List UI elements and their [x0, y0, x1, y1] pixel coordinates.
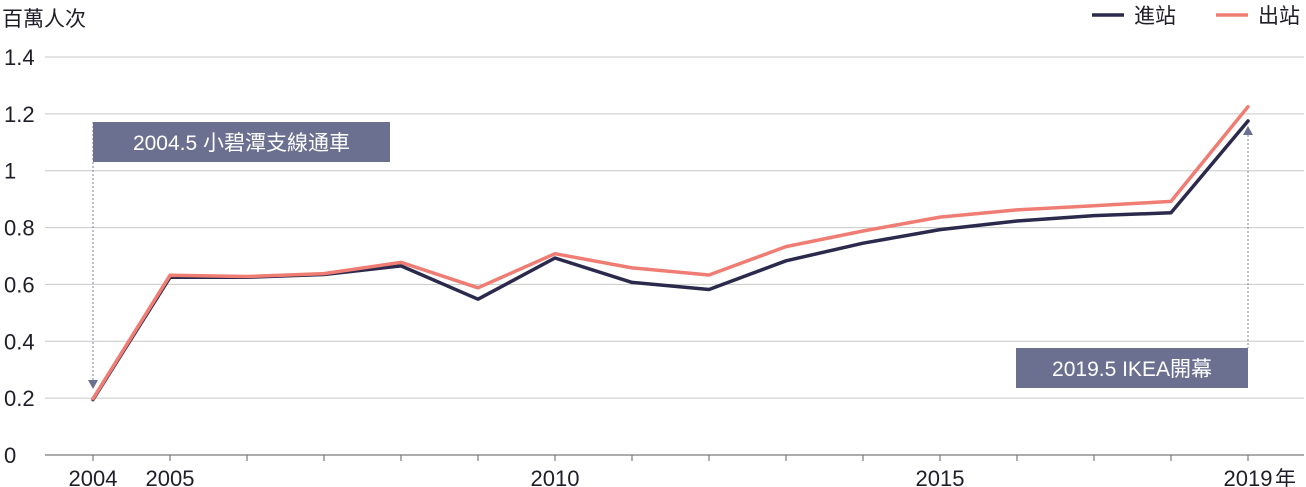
annotation-box — [1016, 348, 1248, 388]
annotation-arrow — [1243, 126, 1253, 135]
annotation-box — [93, 122, 390, 162]
series-line-exit — [91, 104, 1250, 401]
legend-label: 進站 — [1134, 4, 1176, 28]
legend-item: 進站 — [1092, 4, 1176, 28]
y-tick-label: 0.6 — [4, 272, 35, 297]
x-axis — [45, 454, 1304, 461]
annotation-text: 2019.5 IKEA開幕 — [1052, 358, 1212, 381]
y-tick-label: 0.4 — [4, 329, 35, 354]
y-tick-label: 1.4 — [4, 45, 35, 70]
series-lines — [91, 104, 1250, 402]
y-tick-label: 0 — [4, 443, 16, 468]
legend: 進站 出站 — [1092, 4, 1300, 28]
y-tick-label: 1 — [4, 159, 16, 184]
x-axis-unit: 年 — [1275, 467, 1296, 487]
y-tick-label: 0.8 — [4, 216, 35, 241]
y-tick-label: 1.2 — [4, 102, 35, 127]
x-tick-label: 2015 — [916, 466, 965, 487]
legend-label: 出站 — [1258, 4, 1300, 28]
annotation-arrow — [88, 380, 98, 389]
y-tick-label: 0.2 — [4, 386, 35, 411]
legend-item: 出站 — [1216, 4, 1300, 28]
annotation-text: 2004.5 小碧潭支線通車 — [133, 132, 350, 155]
annotation: 2004.5 小碧潭支線通車 — [88, 122, 390, 389]
y-axis-unit: 百萬人次 — [2, 7, 86, 31]
x-tick-label: 2010 — [531, 466, 580, 487]
annotations: 2004.5 小碧潭支線通車 2019.5 IKEA開幕 — [88, 122, 1253, 389]
y-axis-tick-labels: 0 0.2 0.4 0.6 0.8 1 1.2 1.4 — [4, 45, 35, 468]
annotation: 2019.5 IKEA開幕 — [1016, 126, 1253, 388]
x-tick-label: 2005 — [146, 466, 195, 487]
x-tick-label: 2004 — [69, 466, 118, 487]
gridlines — [45, 56, 1304, 399]
x-tick-label: 2019 — [1224, 466, 1273, 487]
x-axis-tick-labels: 2004 2005 2010 2015 2019 年 — [69, 466, 1296, 487]
